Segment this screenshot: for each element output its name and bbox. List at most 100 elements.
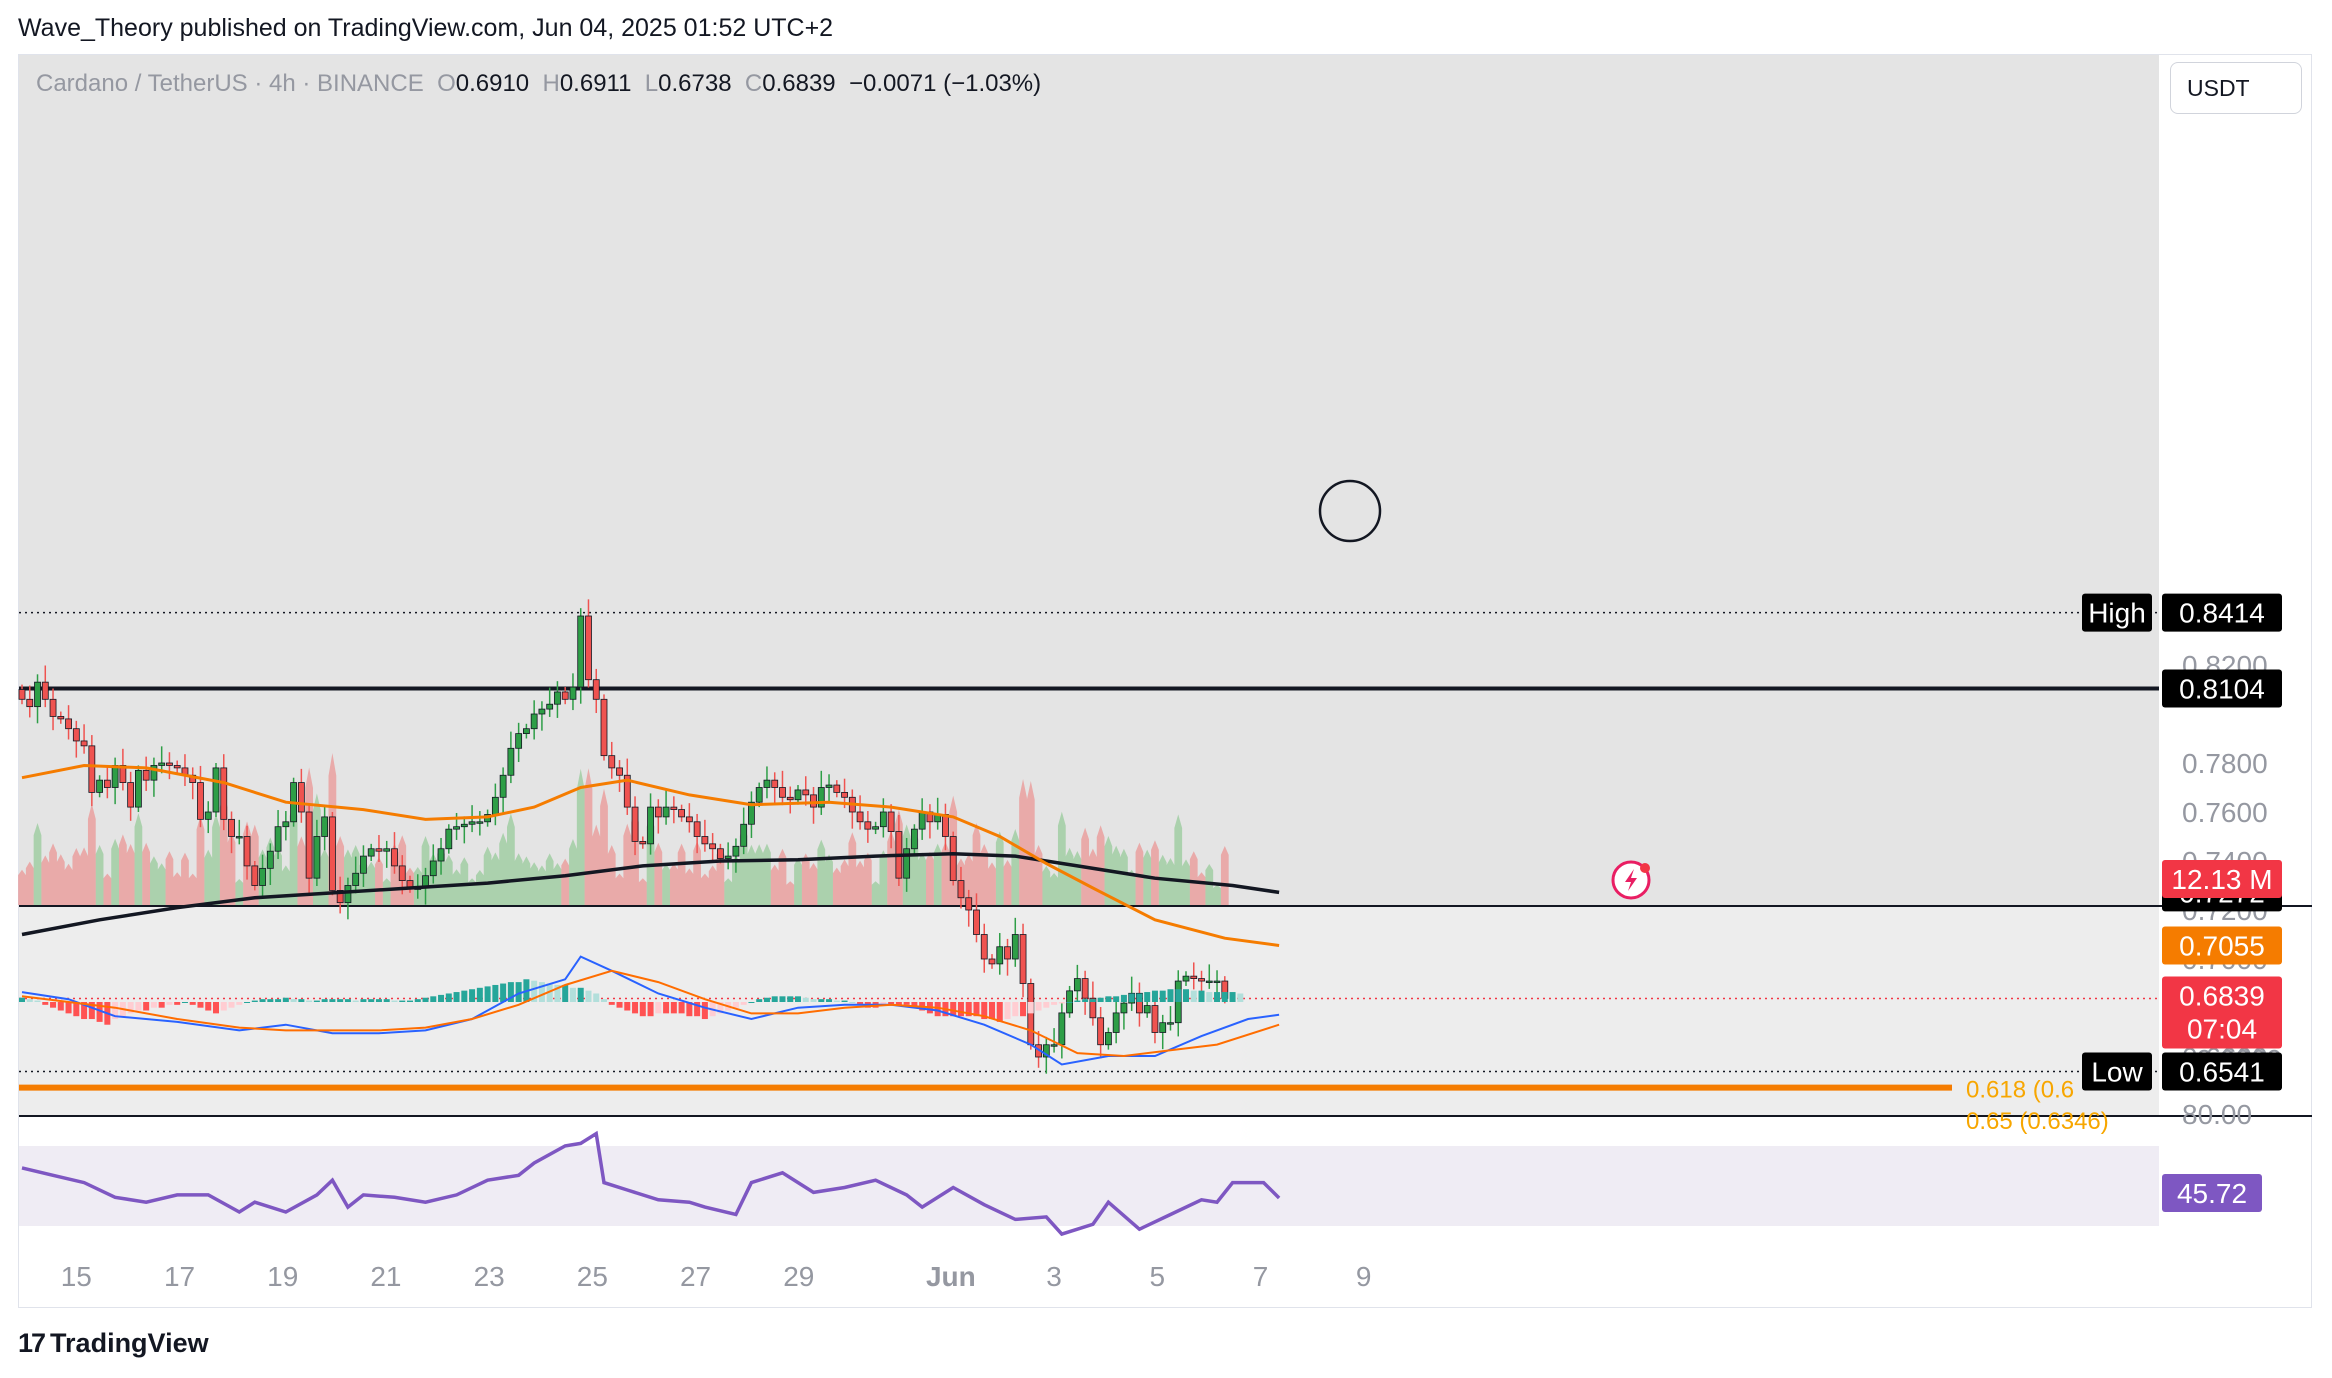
candle-99 [786,786,794,814]
macd-histogram-bar-70 [562,984,569,1002]
time-tick-label-11: 7 [1253,1261,1269,1292]
price-tag-label: High [2088,598,2146,629]
candle-104 [825,774,833,802]
macd-histogram-bar-20 [174,1002,181,1005]
macd-histogram-bar-30 [251,1000,258,1002]
candle-body [965,897,973,911]
macd-histogram-bar-47 [383,999,390,1002]
candle-body [398,865,406,882]
price-tag-value: 0.6839 [2179,980,2265,1011]
candle-body [103,779,111,788]
time-tick-label-12: 9 [1356,1261,1372,1292]
alert-icon[interactable] [1611,860,1651,900]
candle-144 [1136,982,1143,1027]
candle-20 [173,760,181,773]
macd-histogram-bar-135 [1066,1002,1073,1003]
candle-4 [49,688,57,731]
candle-body [158,762,166,766]
candle-body [794,789,802,801]
candle-body [973,909,980,935]
candle-18 [158,746,166,774]
candle-body [80,740,88,747]
candle-body [1073,978,1081,992]
candle-138 [1089,981,1097,1026]
candle-body [65,718,72,730]
macd-histogram-bar-2 [34,1000,41,1002]
crossover-highlight-circle [1318,479,1382,543]
candle-127 [1004,938,1011,976]
macd-histogram-bar-122 [965,1002,972,1017]
fib-label-4: 0.65 (0.6346) [1966,1108,2109,1135]
chart-frame [18,54,2312,1308]
candle-body [523,728,530,735]
candle-body [274,826,282,852]
candle-140 [1105,1027,1112,1050]
candle-body [391,848,398,867]
candle-body [554,691,561,705]
macd-histogram-bar-44 [360,999,367,1002]
macd-histogram-bar-32 [267,999,274,1002]
macd-histogram-bar-157 [1237,993,1244,1002]
price-tag-1: 0.8104 [2162,669,2282,708]
macd-histogram-bar-149 [1175,989,1182,1002]
candle-96 [763,766,771,799]
candle-111 [879,798,887,838]
candle-44 [360,845,367,887]
macd-histogram-bar-113 [895,1002,902,1005]
candle-body [1151,1005,1159,1033]
candle-body [228,818,235,837]
candle-17 [150,757,158,797]
macd-histogram-bar-95 [756,999,763,1002]
macd-histogram-bar-87 [694,1002,701,1017]
close-value: 0.6839 [762,70,836,97]
candle-body [18,689,26,700]
candle-body [1050,1044,1058,1047]
macd-histogram-bar-54 [438,994,445,1002]
macd-histogram-bar-42 [344,999,351,1002]
candle-body [150,765,158,781]
candle-126 [996,933,1004,975]
macd-histogram-bar-67 [538,982,545,1002]
macd-histogram-bar-144 [1136,993,1143,1002]
time-tick-label-10: 5 [1149,1261,1165,1292]
macd-histogram-bar-93 [740,1002,747,1005]
candle-151 [1190,962,1198,990]
macd-histogram-bar-60 [484,986,491,1002]
candle-76 [608,741,616,779]
time-tick-label-3: 21 [370,1261,401,1292]
tradingview-logo[interactable]: 17 TradingView [18,1328,209,1359]
candle-body [639,841,647,845]
candle-1 [26,685,34,718]
candle-114 [903,837,911,892]
time-tick-label-9: 3 [1046,1261,1062,1292]
macd-histogram-bar-102 [810,999,817,1002]
candle-67 [538,701,546,731]
candle-body [1105,1032,1112,1046]
macd-line [21,955,1280,1066]
candle-body [1097,1017,1105,1046]
candle-body [740,823,748,847]
macd-histogram-bar-17 [150,1002,157,1008]
candle-26 [220,754,228,831]
macd-histogram-bar-88 [701,1002,708,1020]
candle-135 [1066,985,1073,1018]
candle-115 [911,824,918,854]
symbol-name[interactable]: Cardano / TetherUS · 4h · BINANCE [36,70,424,97]
candle-32 [266,843,274,886]
price-tag-box [2162,593,2282,632]
macd-histogram-bar-127 [1004,1002,1011,1020]
candle-body [810,794,817,808]
candle-body [1120,1002,1128,1014]
time-tick-label-8: Jun [926,1261,976,1292]
macd-histogram-bar-133 [1051,1002,1058,1005]
volume-layer [18,753,1229,905]
macd-histogram-bar-134 [1058,1002,1065,1004]
candle-40 [328,812,336,896]
candle-71 [569,673,577,711]
candle-body [732,845,740,857]
macd-histogram-bar-23 [197,1002,204,1008]
price-tag-label-box [2082,1052,2152,1091]
currency-button[interactable]: USDT [2170,62,2302,114]
candle-66 [530,700,538,740]
